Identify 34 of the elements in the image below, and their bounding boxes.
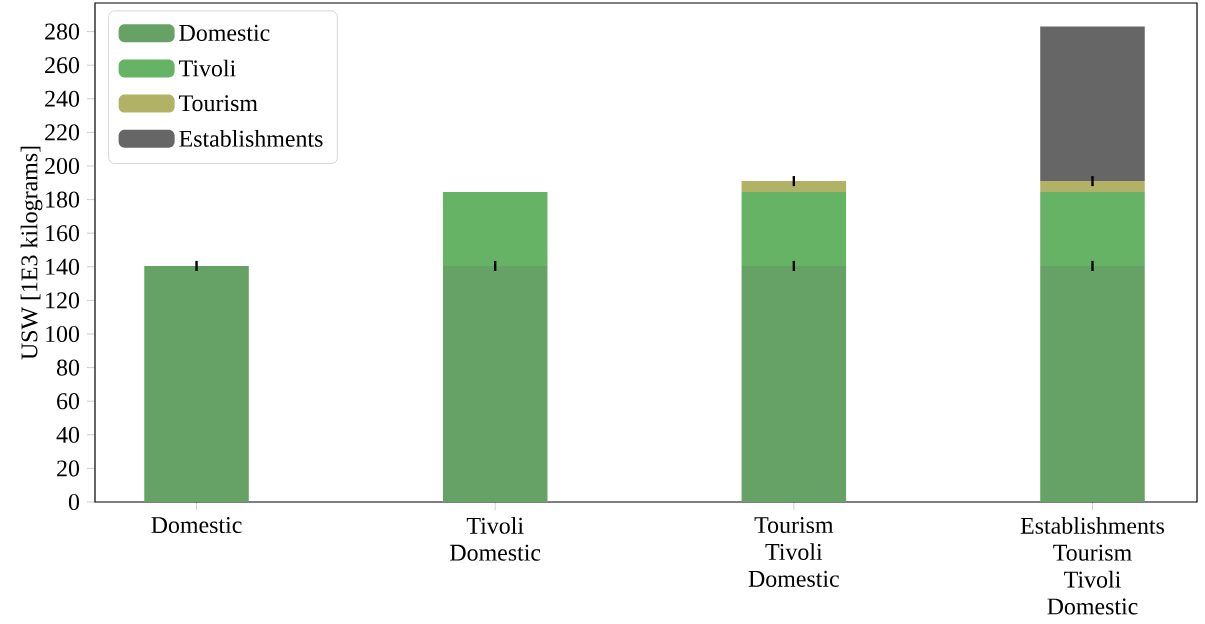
bar bbox=[1040, 26, 1145, 182]
legend-label: Tivoli bbox=[179, 59, 236, 77]
y-tick-label: 120 bbox=[46, 292, 80, 309]
y-tick-label: 80 bbox=[56, 359, 80, 376]
y-tick-label: 220 bbox=[45, 124, 80, 141]
y-tick-label: 280 bbox=[45, 23, 80, 40]
y-axis-title: USW [1E3 kilograms] bbox=[20, 146, 43, 360]
x-tick-label: Domestic bbox=[151, 517, 242, 534]
y-tick-label: 260 bbox=[45, 57, 80, 74]
bar bbox=[741, 265, 847, 502]
y-tick-label: 60 bbox=[57, 393, 80, 410]
legend-label: Tourism bbox=[179, 95, 258, 112]
y-tick-label: 0 bbox=[68, 493, 80, 511]
legend-label: Establishments bbox=[179, 129, 323, 147]
bar bbox=[741, 192, 847, 266]
x-tick-label: Tivoli Domestic bbox=[450, 517, 541, 561]
bar bbox=[1040, 265, 1145, 502]
legend-label: Domestic bbox=[179, 24, 270, 41]
bar bbox=[741, 181, 847, 193]
x-tick-label: Establishments Tourism Tivoli Domestic bbox=[1020, 517, 1165, 615]
bar bbox=[144, 265, 249, 502]
y-tick-label: 40 bbox=[56, 426, 80, 443]
bar bbox=[442, 265, 548, 502]
y-tick-label: 240 bbox=[45, 90, 80, 107]
y-tick-label: 20 bbox=[57, 460, 80, 477]
x-tick-label: Tourism Tivoli Domestic bbox=[748, 517, 839, 587]
y-tick-label: 100 bbox=[46, 325, 80, 343]
y-tick-label: 140 bbox=[46, 258, 80, 275]
bar bbox=[1040, 192, 1145, 266]
bar bbox=[1040, 181, 1145, 193]
y-tick-label: 180 bbox=[46, 191, 80, 208]
y-tick-label: 160 bbox=[46, 225, 80, 242]
bar bbox=[442, 192, 548, 266]
y-tick-label: 200 bbox=[45, 157, 80, 175]
